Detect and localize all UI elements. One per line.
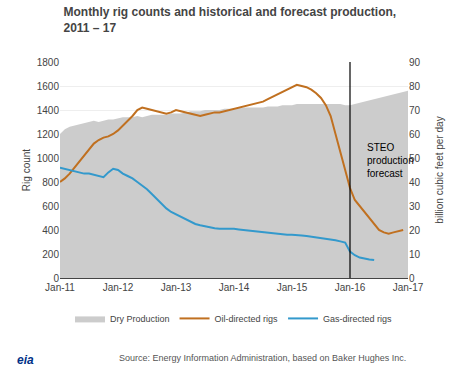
svg-text:eia: eia [17, 353, 34, 367]
svg-text:Jan-16: Jan-16 [335, 282, 366, 293]
svg-text:70: 70 [409, 105, 421, 116]
svg-text:Jan-14: Jan-14 [219, 282, 250, 293]
svg-text:0: 0 [409, 273, 415, 284]
svg-text:60: 60 [409, 129, 421, 140]
svg-text:200: 200 [42, 249, 59, 260]
svg-text:400: 400 [42, 225, 59, 236]
svg-text:90: 90 [409, 57, 421, 68]
svg-text:Jan-11: Jan-11 [45, 282, 75, 293]
svg-text:Jan-15: Jan-15 [277, 282, 308, 293]
svg-text:Dry Production: Dry Production [110, 314, 170, 324]
svg-text:0: 0 [53, 273, 59, 284]
svg-text:80: 80 [409, 81, 421, 92]
svg-text:10: 10 [409, 249, 421, 260]
svg-text:800: 800 [42, 177, 59, 188]
svg-text:1200: 1200 [37, 129, 60, 140]
svg-text:1000: 1000 [37, 153, 60, 164]
svg-text:1600: 1600 [37, 81, 60, 92]
svg-text:50: 50 [409, 153, 421, 164]
svg-text:Source: Energy Information Adm: Source: Energy Information Administratio… [119, 353, 406, 363]
svg-text:Gas-directed rigs: Gas-directed rigs [323, 314, 392, 324]
svg-text:STEOproductionforecast: STEOproductionforecast [367, 142, 414, 179]
svg-text:Monthly rig counts and histori: Monthly rig counts and historical and fo… [63, 5, 396, 35]
svg-text:600: 600 [42, 201, 59, 212]
svg-text:Rig count: Rig count [21, 149, 32, 191]
svg-text:Oil-directed rigs: Oil-directed rigs [215, 314, 279, 324]
svg-text:Jan-13: Jan-13 [161, 282, 192, 293]
svg-text:Jan-12: Jan-12 [103, 282, 134, 293]
svg-text:1400: 1400 [37, 105, 60, 116]
svg-text:40: 40 [409, 177, 421, 188]
svg-text:30: 30 [409, 201, 421, 212]
svg-text:Jan-17: Jan-17 [393, 282, 424, 293]
svg-text:billion cubic feet per day: billion cubic feet per day [434, 116, 445, 223]
svg-text:20: 20 [409, 225, 421, 236]
svg-text:1800: 1800 [37, 57, 60, 68]
